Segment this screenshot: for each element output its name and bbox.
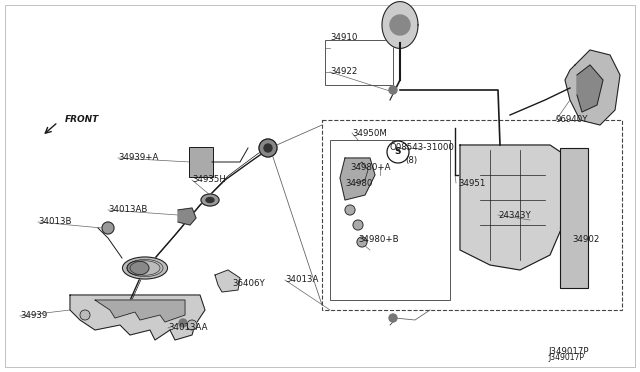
Polygon shape <box>390 15 410 35</box>
Circle shape <box>102 222 114 234</box>
Polygon shape <box>70 295 205 340</box>
Text: 34910: 34910 <box>330 33 357 42</box>
Circle shape <box>345 205 355 215</box>
Text: 34013A: 34013A <box>285 276 318 285</box>
Ellipse shape <box>201 194 219 206</box>
Text: (8): (8) <box>405 155 417 164</box>
Text: 34902: 34902 <box>572 235 600 244</box>
Circle shape <box>80 310 90 320</box>
Text: S: S <box>395 148 401 157</box>
Circle shape <box>259 139 277 157</box>
Text: 34013B: 34013B <box>38 218 72 227</box>
Ellipse shape <box>127 261 149 275</box>
Circle shape <box>357 237 367 247</box>
Text: 34922: 34922 <box>330 67 357 77</box>
Circle shape <box>353 220 363 230</box>
Text: 34935H: 34935H <box>192 176 226 185</box>
Bar <box>325 40 393 85</box>
Polygon shape <box>382 1 418 48</box>
Text: 34939: 34939 <box>20 311 47 321</box>
Text: Õ08543-31000: Õ08543-31000 <box>390 144 455 153</box>
Polygon shape <box>95 300 185 322</box>
Text: 96940Y: 96940Y <box>556 115 589 125</box>
Text: 24343Y: 24343Y <box>498 211 531 219</box>
Text: 34950M: 34950M <box>352 128 387 138</box>
Bar <box>560 148 588 288</box>
Bar <box>322 120 622 310</box>
Polygon shape <box>340 158 375 200</box>
Polygon shape <box>215 270 240 292</box>
Circle shape <box>187 320 197 330</box>
Text: FRONT: FRONT <box>65 115 99 125</box>
Text: 36406Y: 36406Y <box>232 279 265 289</box>
Polygon shape <box>565 50 620 125</box>
Circle shape <box>389 314 397 322</box>
Text: J349017P: J349017P <box>548 347 589 356</box>
Polygon shape <box>460 145 570 270</box>
Text: 34951: 34951 <box>458 179 485 187</box>
Text: 34013AA: 34013AA <box>168 324 207 333</box>
Text: 34980+A: 34980+A <box>350 164 390 173</box>
Polygon shape <box>577 65 603 112</box>
Text: 34980: 34980 <box>345 179 372 187</box>
Text: J349017P: J349017P <box>548 353 584 362</box>
Circle shape <box>264 144 272 152</box>
Circle shape <box>389 86 397 94</box>
Text: 34013AB: 34013AB <box>108 205 147 215</box>
Ellipse shape <box>206 198 214 202</box>
Bar <box>330 140 450 300</box>
Polygon shape <box>178 208 196 225</box>
Text: 34939+A: 34939+A <box>118 154 158 163</box>
Ellipse shape <box>122 257 168 279</box>
Text: 34980+B: 34980+B <box>358 235 399 244</box>
Circle shape <box>179 319 187 327</box>
FancyBboxPatch shape <box>189 147 213 177</box>
